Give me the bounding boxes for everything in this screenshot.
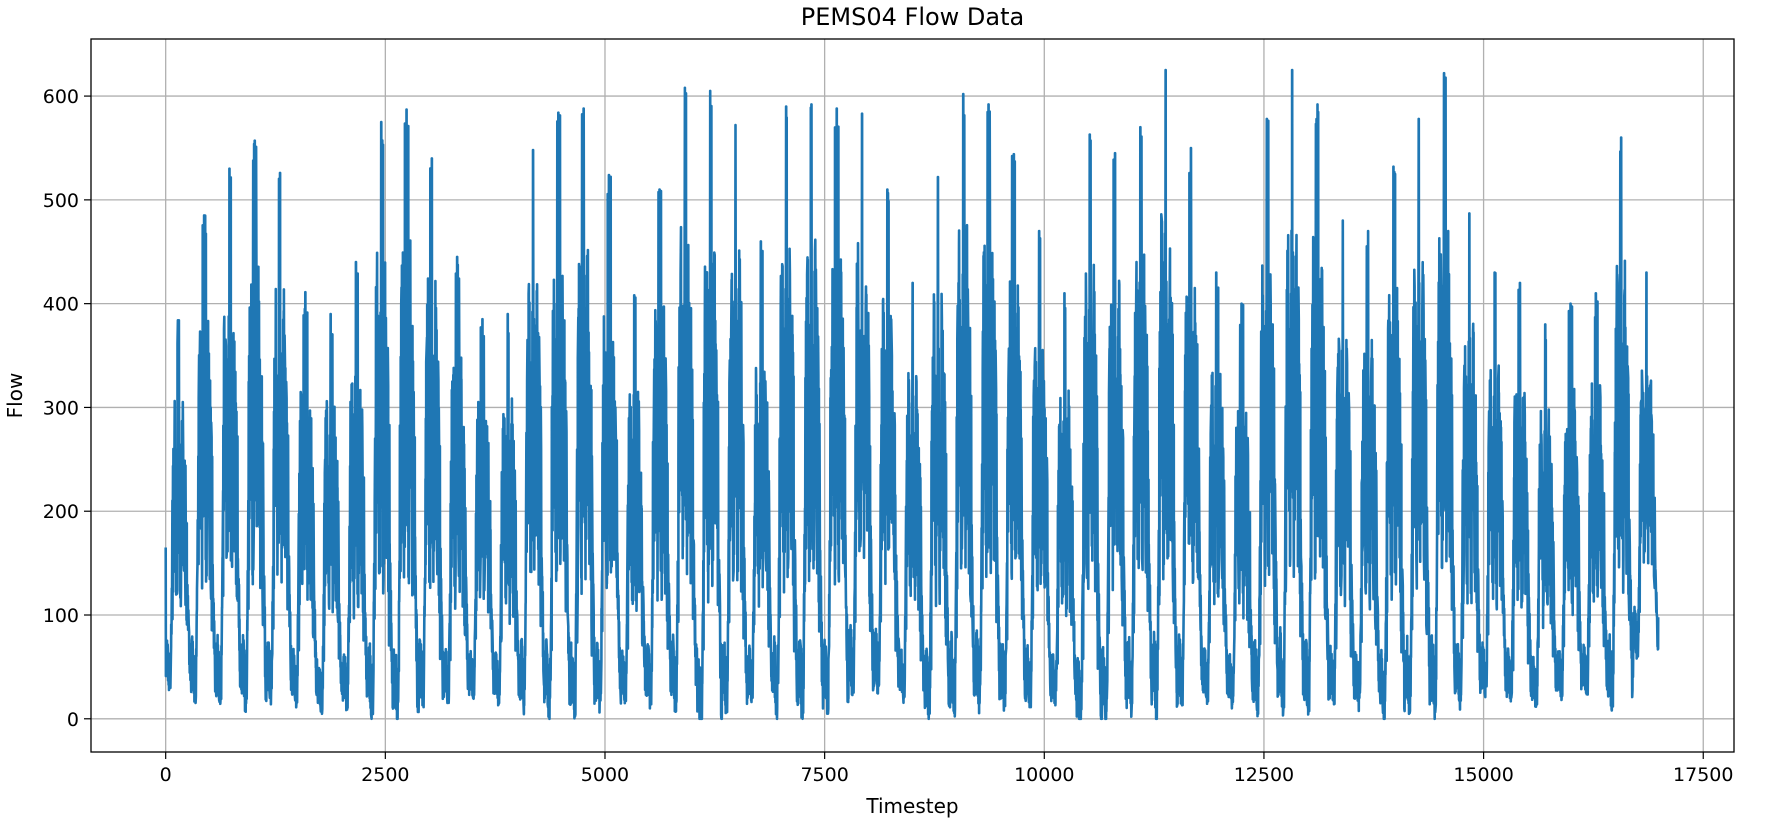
y-tick-label: 100 [43,605,79,627]
x-tick-label: 15000 [1453,764,1513,786]
series-layer [164,68,1660,721]
y-tick-label: 300 [43,397,79,419]
x-tick-label: 0 [160,764,172,786]
flow-series-line [164,68,1660,721]
y-tick-label: 600 [43,86,79,108]
x-tick-label: 5000 [581,764,629,786]
y-tick-label: 0 [67,709,79,731]
x-tick-label: 10000 [1014,764,1074,786]
y-tick-label: 500 [43,190,79,212]
y-axis-label: Flow [3,373,27,419]
y-axis-ticks: 0 100 200 300 400 500 600 [43,86,91,731]
x-tick-label: 12500 [1234,764,1294,786]
x-tick-label: 17500 [1673,764,1733,786]
x-axis-label: Timestep [865,794,958,818]
plot-frame [90,38,1735,753]
x-tick-label: 2500 [361,764,409,786]
x-tick-label: 7500 [800,764,848,786]
y-tick-label: 200 [43,501,79,523]
y-tick-label: 400 [43,294,79,316]
x-axis-ticks: 0 2500 5000 7500 10000 12500 15000 17500 [160,752,1733,786]
chart-title: PEMS04 Flow Data [801,3,1024,31]
